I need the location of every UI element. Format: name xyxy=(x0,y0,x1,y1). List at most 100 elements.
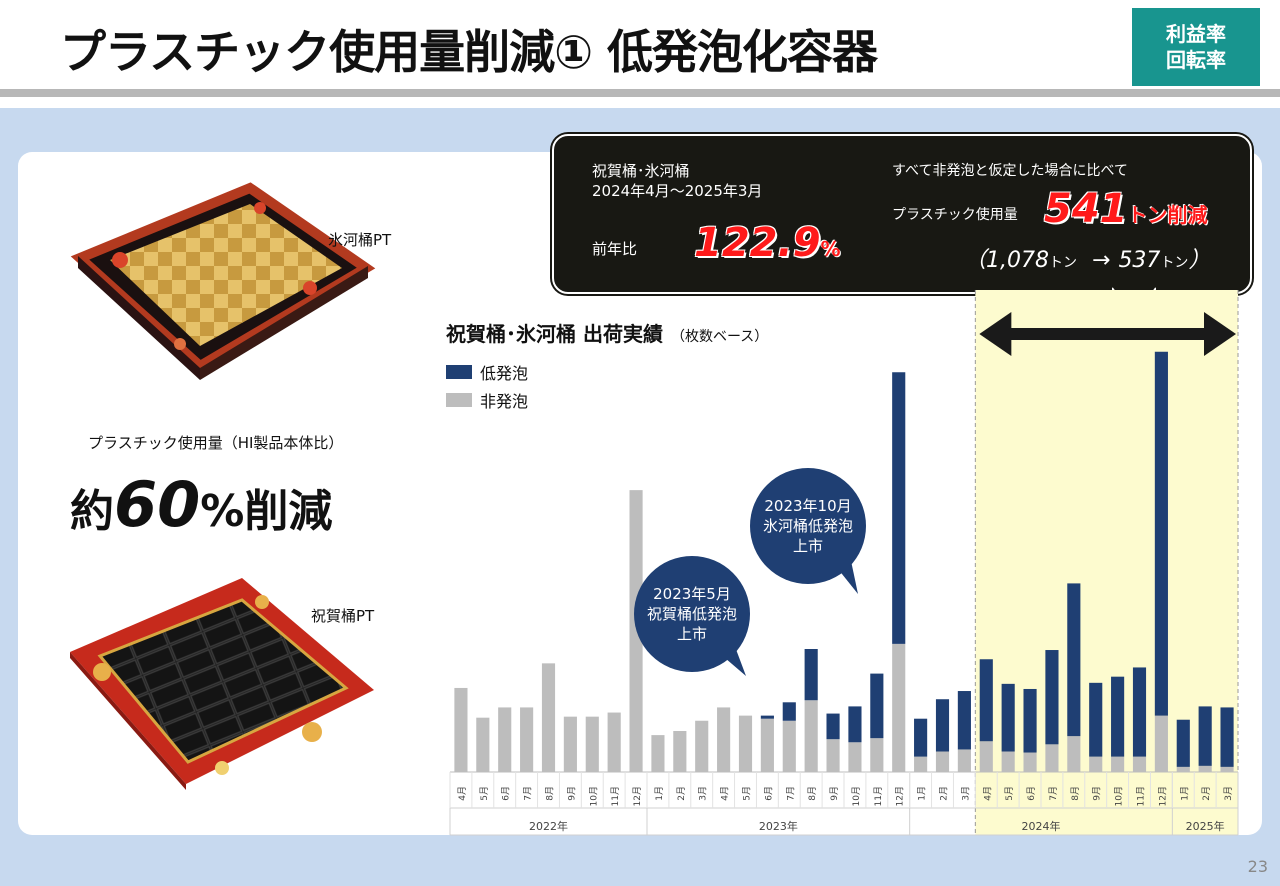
bubble-oct-shape xyxy=(750,468,866,594)
bar-non-foam xyxy=(760,718,774,772)
bar-non-foam xyxy=(607,712,621,772)
badge-line-2: 回転率 xyxy=(1166,48,1226,72)
bar-non-foam xyxy=(629,490,643,772)
bar-non-foam xyxy=(1132,756,1147,772)
bar-low-foam xyxy=(1023,688,1037,753)
from-to-values: （1,078トン → 537トン） xyxy=(964,242,1210,274)
bar-non-foam xyxy=(454,687,468,772)
x-tick-label: 5月 xyxy=(479,786,490,801)
reduction-suffix: %削減 xyxy=(200,486,333,537)
bar-low-foam xyxy=(870,673,884,739)
to-unit: トン xyxy=(1160,255,1189,271)
x-tick-label: 1月 xyxy=(1179,786,1190,801)
bar-low-foam xyxy=(1067,583,1081,737)
x-tick-label: 4月 xyxy=(720,786,731,801)
bar-non-foam xyxy=(1001,751,1015,772)
legend-label-low-foam: 低発泡 xyxy=(480,364,529,383)
usage-unit: トン削減 xyxy=(1127,203,1208,227)
x-tick-label: 9月 xyxy=(829,786,840,801)
bubble-may-text: 2023年5月 祝賀桶低発泡 上市 xyxy=(646,585,737,643)
bar-low-foam xyxy=(826,713,840,740)
x-tick-label: 8月 xyxy=(545,786,556,801)
bar-non-foam xyxy=(673,731,687,772)
bar-low-foam xyxy=(1176,719,1190,767)
page-number: 23 xyxy=(1247,857,1268,876)
year-label: 2023年 xyxy=(759,819,798,833)
chart-subtitle: （枚数ベース） xyxy=(670,329,769,345)
paren-open: （ xyxy=(964,248,987,273)
x-tick-label: 7月 xyxy=(785,786,796,801)
x-tick-label: 8月 xyxy=(807,786,818,801)
highlight-region xyxy=(975,290,1238,835)
bar-non-foam xyxy=(804,700,818,772)
callout-product-label: 祝賀桶･氷河桶 xyxy=(592,162,690,180)
bar-non-foam xyxy=(498,707,512,772)
title-divider xyxy=(0,89,1280,97)
bar-low-foam xyxy=(1045,650,1059,745)
bar-low-foam xyxy=(1001,683,1015,752)
bar-non-foam xyxy=(1067,736,1081,772)
bar-non-foam xyxy=(1220,766,1234,772)
usage-label: プラスチック使用量 xyxy=(892,207,1018,223)
x-tick-label: 4月 xyxy=(457,786,468,801)
bar-non-foam xyxy=(892,643,906,772)
bar-non-foam xyxy=(870,738,884,772)
bar-non-foam xyxy=(717,707,731,772)
callout-period-label: 2024年4月～2025年3月 xyxy=(592,182,763,200)
bar-non-foam xyxy=(1089,756,1103,772)
x-tick-label: 3月 xyxy=(960,786,971,801)
x-tick-label: 12月 xyxy=(632,786,643,806)
bubble-oct-text: 2023年10月 氷河桶低発泡 上市 xyxy=(762,497,853,555)
bar-non-foam xyxy=(935,751,950,772)
x-tick-label: 11月 xyxy=(873,786,884,806)
badge-line-1: 利益率 xyxy=(1166,22,1226,46)
to-value: 537 xyxy=(1118,248,1161,273)
bar-low-foam xyxy=(1154,351,1168,716)
bar-non-foam xyxy=(563,716,577,772)
year-label: 2025年 xyxy=(1186,819,1225,833)
shukugaoke-tray-image xyxy=(70,578,374,790)
yoy-value-group: 122.9% xyxy=(694,220,841,266)
reduction-number: 60 xyxy=(114,468,201,541)
bar-non-foam xyxy=(738,715,753,772)
x-tick-label: 6月 xyxy=(763,786,774,801)
bar-low-foam xyxy=(1220,707,1234,767)
results-callout: 祝賀桶･氷河桶 2024年4月～2025年3月 前年比 122.9% すべて非発… xyxy=(552,134,1252,294)
x-tick-label: 1月 xyxy=(654,786,665,801)
from-unit: トン xyxy=(1049,255,1077,271)
from-value: 1,078 xyxy=(986,248,1049,273)
bar-non-foam xyxy=(826,739,840,772)
period-arrow-left-head xyxy=(979,312,1012,356)
bar-low-foam xyxy=(935,699,950,752)
bar-low-foam xyxy=(957,691,971,750)
bar-low-foam xyxy=(1132,667,1147,757)
category-badge: 利益率 回転率 xyxy=(1132,8,1260,86)
bar-low-foam xyxy=(1089,682,1103,757)
bar-non-foam xyxy=(651,735,665,772)
bar-low-foam xyxy=(804,649,818,701)
x-tick-label: 2月 xyxy=(939,786,950,801)
bar-non-foam xyxy=(520,707,534,772)
x-tick-label: 9月 xyxy=(566,786,577,801)
bar-non-foam xyxy=(695,720,709,772)
bar-non-foam xyxy=(1198,765,1212,772)
yoy-unit: % xyxy=(820,237,841,261)
x-tick-label: 11月 xyxy=(1136,786,1147,806)
bubble-may-shape xyxy=(634,556,750,676)
reduction-headline: 約60%削減 xyxy=(70,468,332,541)
x-tick-label: 10月 xyxy=(588,786,599,806)
legend-swatch-low-foam xyxy=(446,365,472,379)
x-tick-label: 5月 xyxy=(742,786,753,801)
yoy-label: 前年比 xyxy=(592,240,638,258)
x-tick-label: 8月 xyxy=(1070,786,1081,801)
bar-non-foam xyxy=(848,742,862,772)
year-label: 2022年 xyxy=(529,819,568,833)
bar-non-foam xyxy=(1154,715,1168,772)
bar-low-foam xyxy=(892,372,906,644)
bar-non-foam xyxy=(541,663,556,772)
x-tick-label: 2月 xyxy=(1201,786,1212,801)
legend-label-non-foam: 非発泡 xyxy=(480,392,529,411)
x-tick-label: 3月 xyxy=(698,786,709,801)
x-tick-label: 6月 xyxy=(1026,786,1037,801)
